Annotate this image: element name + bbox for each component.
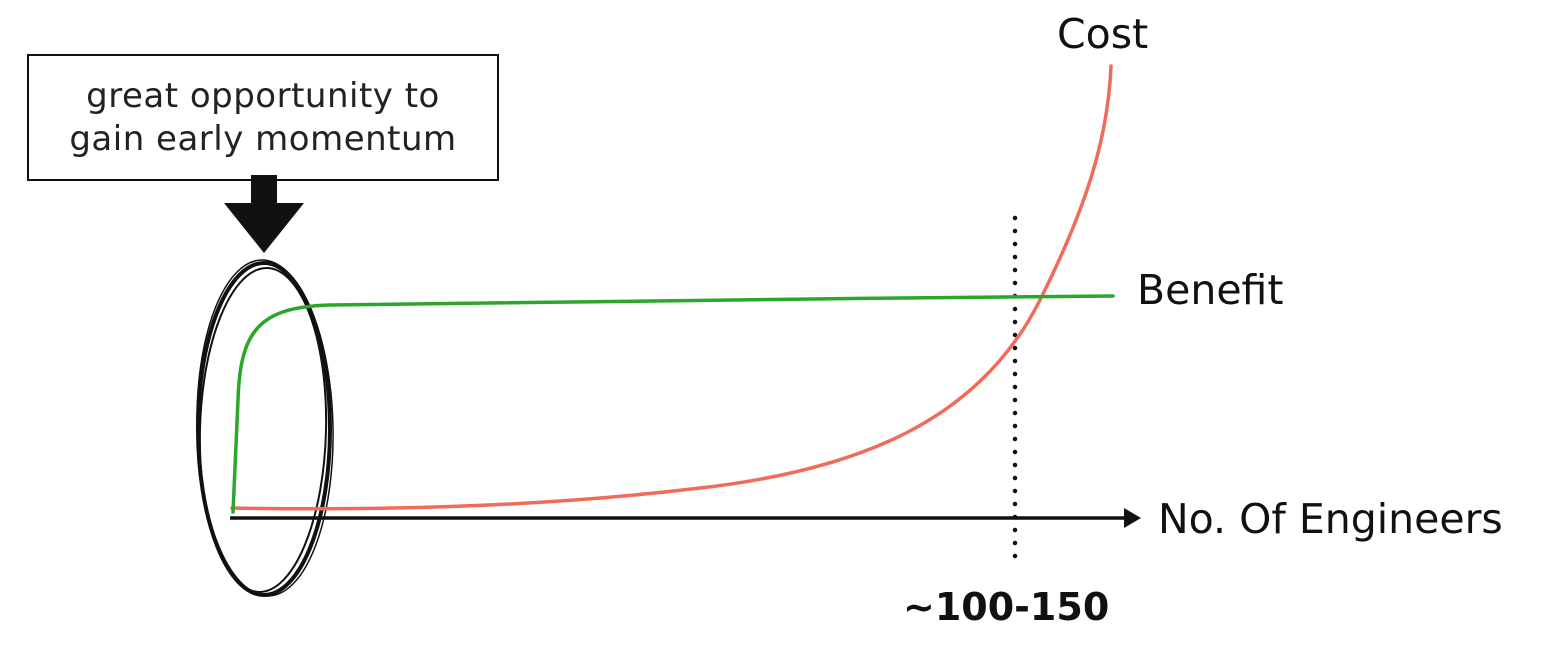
x-axis-label: No. Of Engineers bbox=[1158, 495, 1503, 543]
hand-drawn-ellipse bbox=[196, 259, 334, 597]
annotation-box: great opportunity to gain early momentum bbox=[27, 54, 499, 181]
ellipse-stroke-3 bbox=[196, 259, 334, 597]
series-benefit-line bbox=[231, 294, 1115, 514]
annotation-line-1: great opportunity to bbox=[86, 75, 440, 116]
annotation-line-2: gain early momentum bbox=[69, 118, 457, 159]
x-axis-arrowhead bbox=[1124, 508, 1141, 528]
reference-line-label: ~100-150 bbox=[903, 585, 1109, 629]
series-cost-label: Cost bbox=[1057, 10, 1148, 58]
series-cost-line bbox=[230, 64, 1113, 511]
down-arrow-icon bbox=[224, 175, 304, 253]
ellipse-stroke-2 bbox=[198, 267, 328, 593]
series-benefit-label: Benefit bbox=[1137, 266, 1283, 314]
